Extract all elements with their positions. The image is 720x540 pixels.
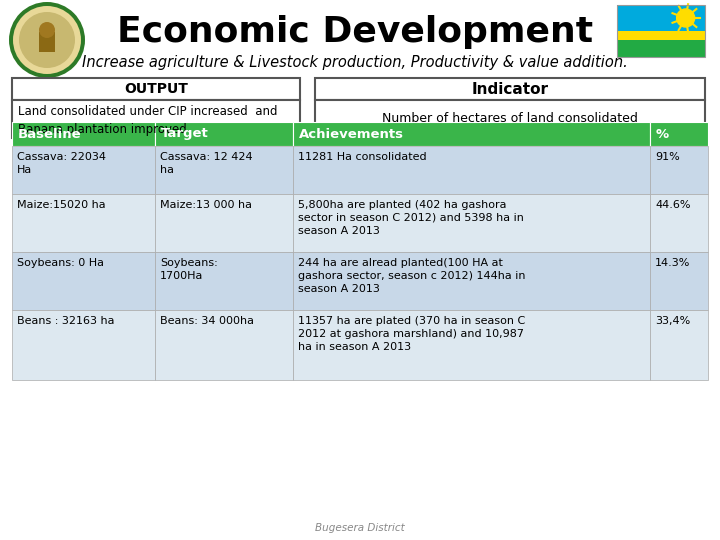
Bar xyxy=(39,32,55,52)
Bar xyxy=(315,100,705,138)
Bar xyxy=(293,146,650,194)
Bar xyxy=(617,5,705,57)
Text: Indicator: Indicator xyxy=(472,82,549,97)
Bar xyxy=(650,194,708,252)
Text: OUTPUT: OUTPUT xyxy=(124,82,188,96)
Text: Baseline: Baseline xyxy=(18,127,81,140)
Text: Bugesera District: Bugesera District xyxy=(315,523,405,533)
Circle shape xyxy=(19,12,75,68)
Bar xyxy=(12,78,300,100)
Bar xyxy=(155,310,293,380)
Text: 44.6%: 44.6% xyxy=(655,200,690,210)
Text: 5,800ha are planted (402 ha gashora
sector in season C 2012) and 5398 ha in
seas: 5,800ha are planted (402 ha gashora sect… xyxy=(298,200,524,235)
Bar xyxy=(293,252,650,310)
Text: Cassava: 22034
Ha: Cassava: 22034 Ha xyxy=(17,152,106,175)
Text: Achievements: Achievements xyxy=(299,127,404,140)
Bar xyxy=(12,194,155,252)
Text: 91%: 91% xyxy=(655,152,680,162)
Text: 14.3%: 14.3% xyxy=(655,258,690,268)
Circle shape xyxy=(677,9,695,27)
Bar xyxy=(12,100,300,138)
Bar xyxy=(155,122,293,146)
Bar xyxy=(650,252,708,310)
Text: Economic Development: Economic Development xyxy=(117,15,593,49)
Bar xyxy=(293,194,650,252)
Text: 244 ha are alread planted(100 HA at
gashora sector, season c 2012) 144ha in
seas: 244 ha are alread planted(100 HA at gash… xyxy=(298,258,526,294)
Circle shape xyxy=(39,22,55,38)
Bar xyxy=(12,146,155,194)
Text: Target: Target xyxy=(161,127,209,140)
Text: Cassava: 12 424
ha: Cassava: 12 424 ha xyxy=(160,152,253,175)
Bar xyxy=(155,252,293,310)
Bar xyxy=(617,40,705,57)
Bar xyxy=(155,146,293,194)
Circle shape xyxy=(9,2,85,78)
Text: Increase agriculture & Livestock production, Productivity & value addition.: Increase agriculture & Livestock product… xyxy=(82,55,628,70)
Bar xyxy=(650,310,708,380)
Text: 11357 ha are plated (370 ha in season C
2012 at gashora marshland) and 10,987
ha: 11357 ha are plated (370 ha in season C … xyxy=(298,316,526,352)
Text: Beans : 32163 ha: Beans : 32163 ha xyxy=(17,316,114,326)
Text: 11281 Ha consolidated: 11281 Ha consolidated xyxy=(298,152,427,162)
Bar xyxy=(293,310,650,380)
Bar xyxy=(12,122,155,146)
Bar xyxy=(617,5,705,31)
Circle shape xyxy=(13,6,81,74)
Text: Beans: 34 000ha: Beans: 34 000ha xyxy=(160,316,254,326)
Bar xyxy=(650,122,708,146)
Bar xyxy=(155,194,293,252)
Text: Maize:13 000 ha: Maize:13 000 ha xyxy=(160,200,252,210)
Bar xyxy=(293,122,650,146)
Bar xyxy=(12,310,155,380)
Bar xyxy=(315,78,705,100)
Text: Soybeans: 0 Ha: Soybeans: 0 Ha xyxy=(17,258,104,268)
Text: 33,4%: 33,4% xyxy=(655,316,690,326)
Text: Number of hectares of land consolidated: Number of hectares of land consolidated xyxy=(382,112,638,125)
Bar xyxy=(12,252,155,310)
Bar xyxy=(650,146,708,194)
Text: Maize:15020 ha: Maize:15020 ha xyxy=(17,200,106,210)
Text: %: % xyxy=(656,127,669,140)
Text: Soybeans:
1700Ha: Soybeans: 1700Ha xyxy=(160,258,217,281)
Bar xyxy=(617,31,705,40)
Text: Land consolidated under CIP increased  and
Banana plantation improved: Land consolidated under CIP increased an… xyxy=(18,105,277,136)
